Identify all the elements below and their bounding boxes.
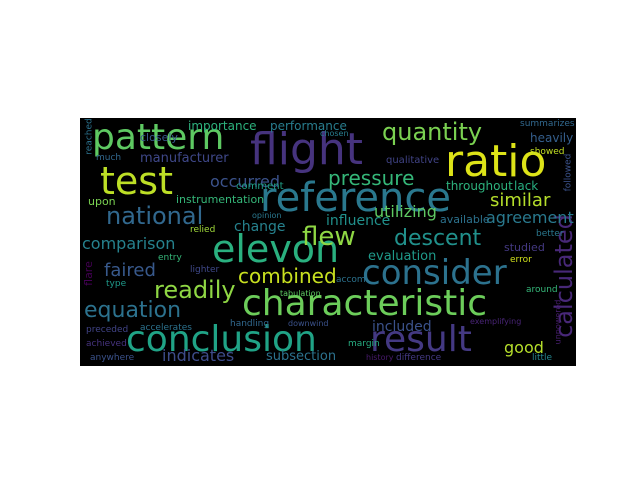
word-followed: followed (563, 153, 574, 192)
word-studied: studied (504, 241, 545, 254)
word-entry: entry (158, 253, 182, 263)
word-available: available (440, 213, 490, 226)
word-flight: flight (250, 124, 364, 175)
word-chosen: chosen (320, 129, 349, 138)
word-little: little (532, 353, 553, 363)
word-evaluation: evaluation (368, 249, 437, 264)
word-relied: relied (190, 225, 216, 235)
word-performance: performance (270, 119, 347, 133)
word-ratio: ratio (445, 136, 547, 187)
word-importance: importance (188, 119, 257, 133)
word-accelerates: accelerates (140, 323, 192, 333)
word-readily: readily (154, 276, 236, 304)
word-opinion: opinion (252, 211, 282, 220)
word-consider: consider (362, 253, 507, 293)
word-pressure: pressure (328, 166, 415, 190)
word-quantity: quantity (382, 118, 483, 146)
word-better: better (536, 229, 564, 239)
word-type: type (106, 279, 127, 289)
word-test: test (100, 159, 173, 203)
word-showed: showed (530, 147, 565, 157)
word-exemplifying: exemplifying (470, 317, 522, 326)
word-anywhere: anywhere (90, 353, 135, 363)
word-tabulation: tabulation (280, 289, 321, 298)
word-downwind: downwind (288, 319, 329, 328)
word-occurred: occurred (210, 172, 281, 191)
word-instrumentation: instrumentation (176, 193, 265, 206)
word-upon: upon (88, 195, 116, 208)
word-national: national (106, 202, 204, 230)
word-summarizes: summarizes (520, 119, 575, 129)
word-lack: lack (514, 179, 539, 193)
word-elevon: elevon (212, 227, 340, 271)
word-change: change (234, 219, 286, 235)
word-equation: equation (84, 298, 182, 323)
word-indicates: indicates (162, 346, 235, 365)
word-agreement: agreement (486, 208, 574, 227)
word-accom: accom (336, 275, 366, 285)
word-closely: closely (140, 131, 178, 144)
word-around: around (526, 285, 558, 295)
word-result: result (370, 319, 472, 360)
word-lighter: lighter (190, 265, 220, 275)
word-preceded: preceded (86, 325, 129, 335)
word-descent: descent (394, 226, 482, 251)
word-similar: similar (490, 190, 551, 211)
word-error: error (510, 255, 532, 265)
word-included: included (372, 319, 432, 335)
word-flare: flare (81, 261, 95, 286)
word-achieved: achieved (86, 339, 127, 349)
word-history: history (366, 353, 394, 362)
word-subsection: subsection (266, 349, 337, 364)
word-difference: difference (396, 353, 442, 363)
word-influence: influence (326, 213, 391, 229)
word-pattern: pattern (92, 118, 225, 158)
word-handling: handling (230, 319, 270, 329)
word-much: much (96, 153, 122, 163)
word-good: good (504, 338, 544, 357)
word-reached: reached (84, 118, 95, 155)
word-characteristic: characteristic (242, 283, 488, 324)
word-flew: flew (302, 222, 356, 252)
word-manufacturer: manufacturer (140, 151, 229, 166)
word-margin: margin (348, 339, 380, 349)
word-reference: reference (260, 175, 451, 221)
word-comparison: comparison (82, 234, 176, 253)
word-qualitative: qualitative (386, 155, 440, 166)
word-comment: comment (236, 181, 284, 192)
word-utilizing: utilizing (374, 202, 437, 221)
word-heavily: heavily (530, 131, 574, 145)
word-cloud: flight pattern ratio test reference quan… (80, 118, 576, 366)
word-unpowered: unpowered (553, 299, 563, 345)
word-combined: combined (238, 264, 337, 288)
word-conclusion: conclusion (126, 319, 317, 360)
word-faired: faired (104, 260, 156, 281)
word-throughout: throughout (446, 179, 513, 193)
